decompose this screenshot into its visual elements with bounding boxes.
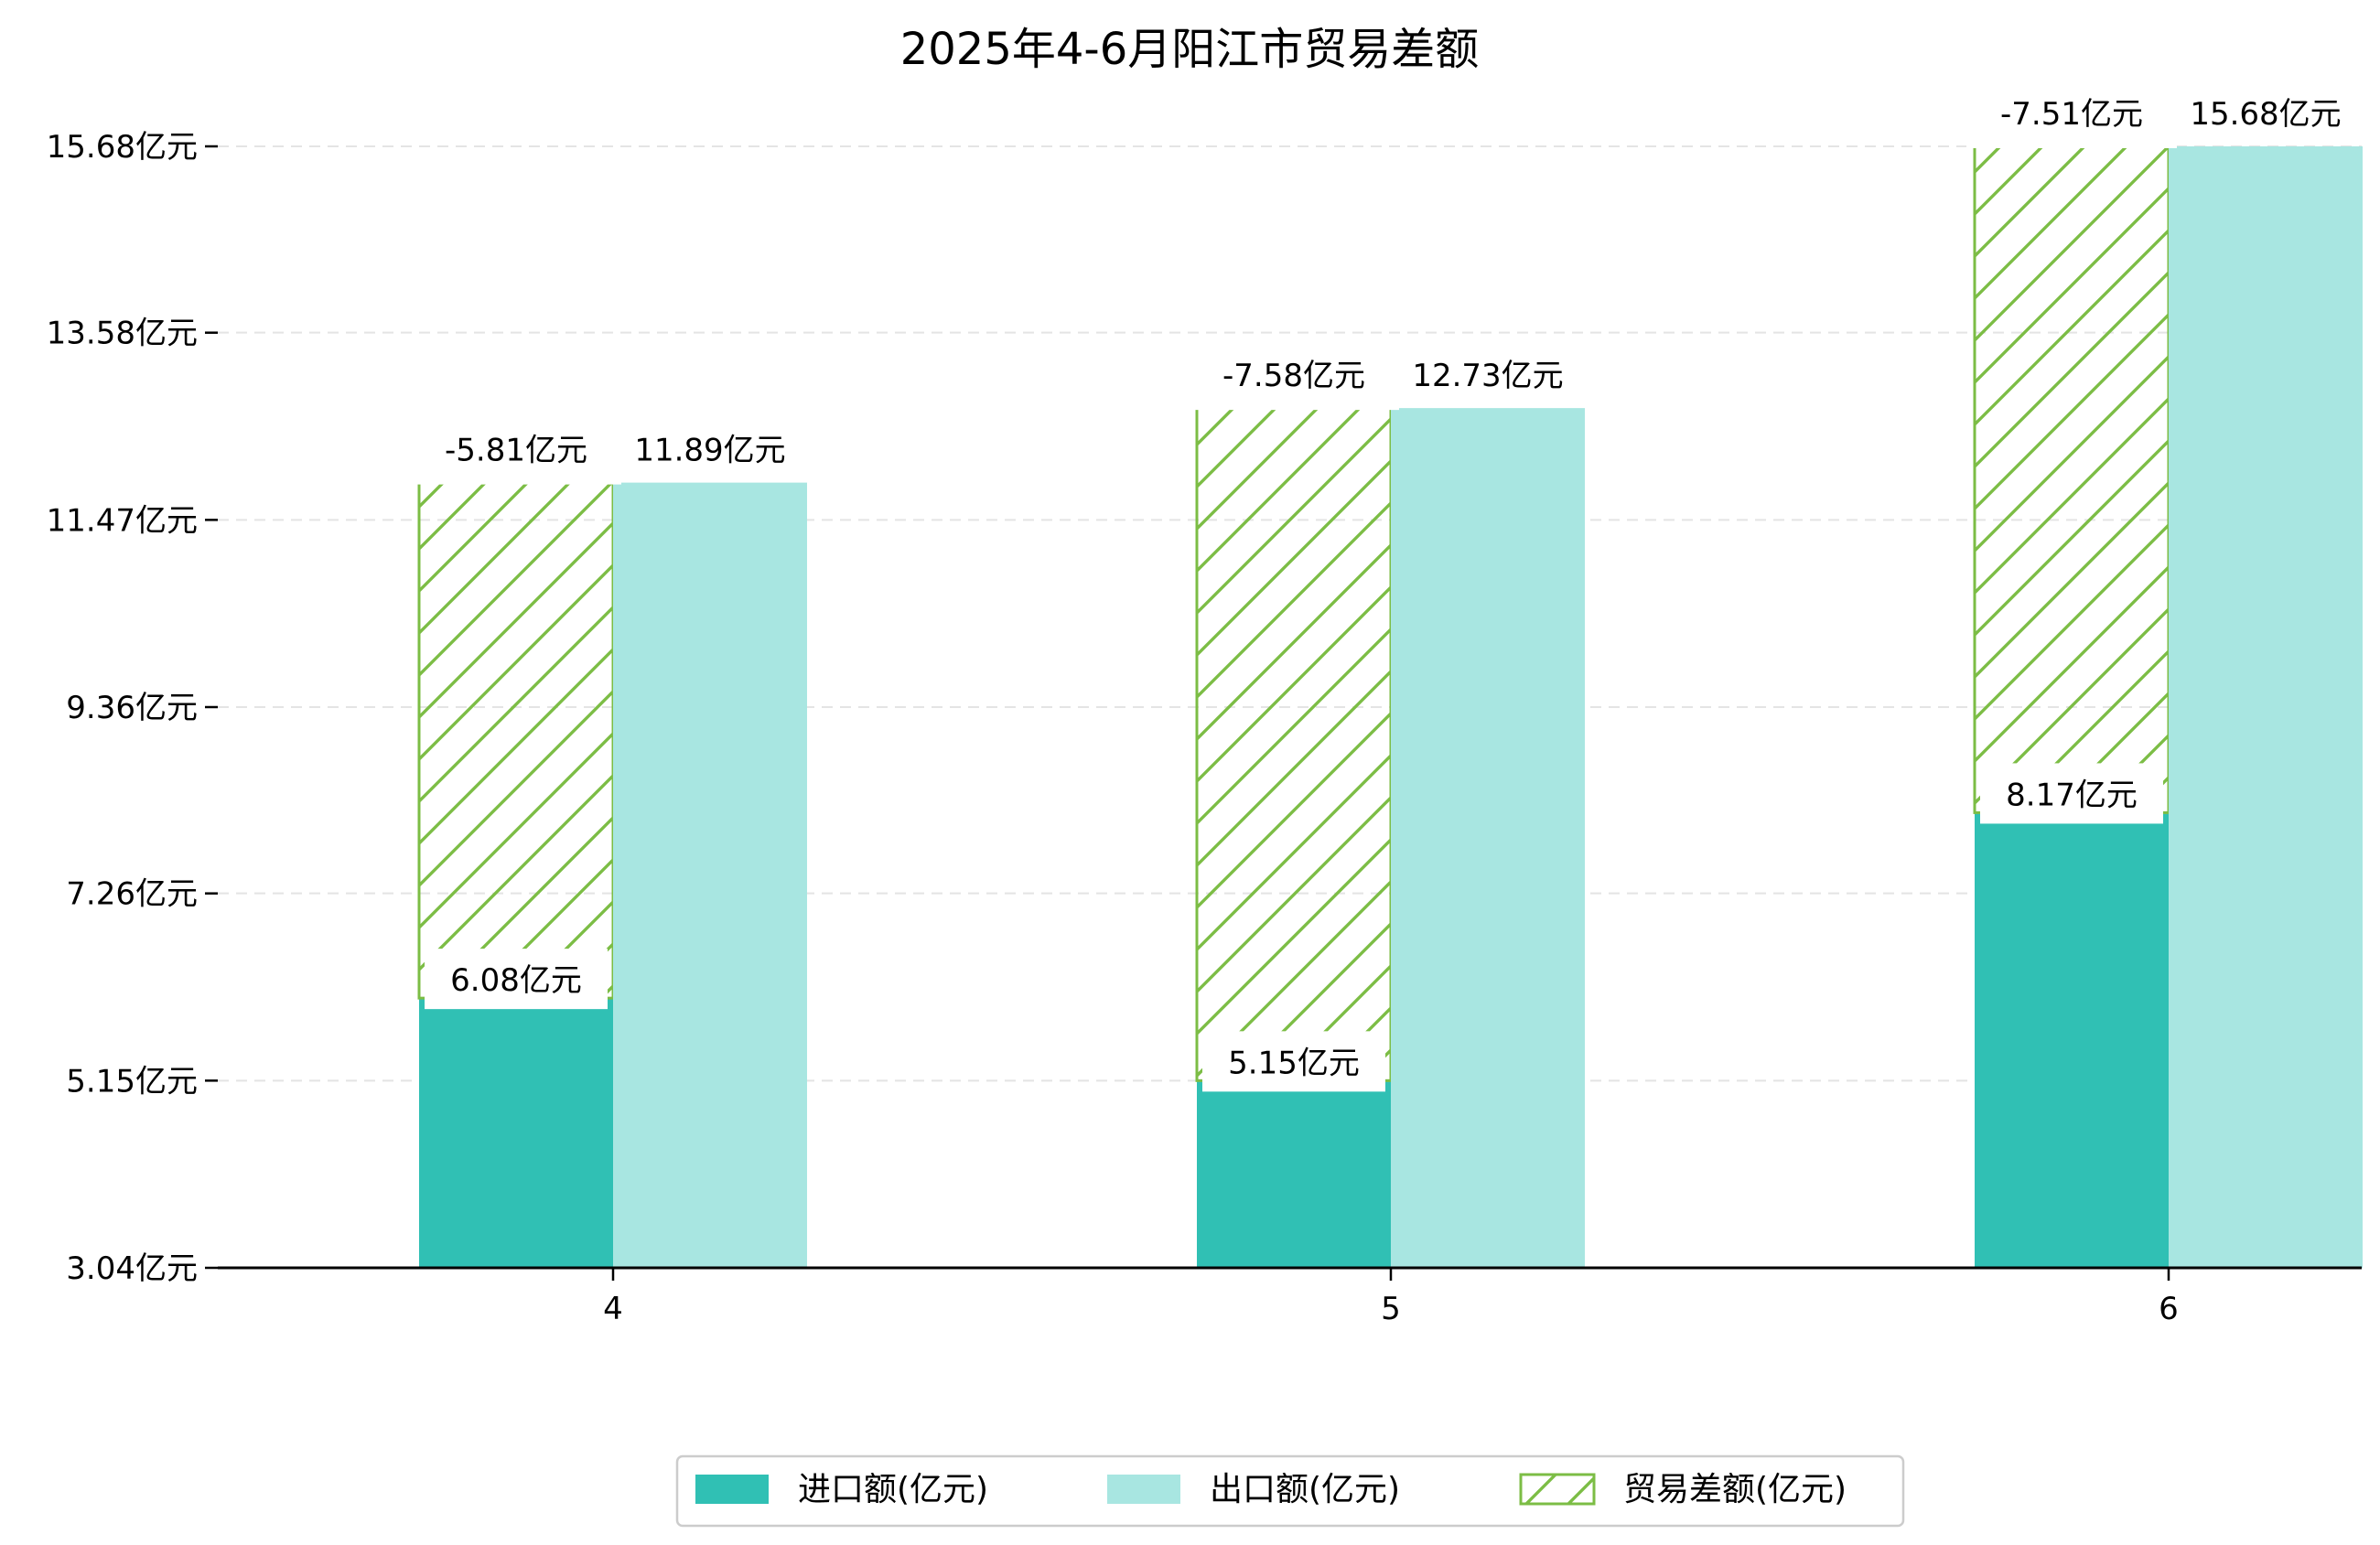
x-tick-label: 6 [2159,1291,2179,1327]
x-tick-label: 5 [1381,1291,1401,1327]
bar-export [1391,408,1585,1268]
label-bg-balance [1966,91,2177,148]
bar-export [613,482,807,1268]
y-tick-label: 7.26亿元 [66,876,198,913]
legend-frame [675,1454,1905,1528]
bar-balance [417,481,615,1000]
bar-import [1975,812,2169,1268]
bar-group [417,145,2363,1268]
legend-label-export: 出口额(亿元) [1210,1471,1400,1508]
y-tick-label: 15.68亿元 [47,129,198,166]
data-labels: 6.08亿元 -5.81亿元 11.89亿元 5.15亿元 -7.58亿元 12.73亿元… [411,91,2342,1092]
legend-label-import: 进口额(亿元) [798,1471,988,1508]
data-label-balance: -5.81亿元 [445,433,587,469]
legend-label-balance: 贸易差额(亿元) [1623,1471,1847,1508]
data-label-import: 5.15亿元 [1228,1045,1360,1081]
bar-import [419,998,613,1268]
data-label-import: 6.08亿元 [450,962,582,999]
label-bg-import [1980,763,2163,824]
y-tick-label: 13.58亿元 [47,316,198,352]
y-tick-label: 3.04亿元 [66,1250,198,1287]
bar-import [1197,1080,1391,1268]
y-tick-label: 11.47亿元 [47,502,198,539]
bar-export [2169,146,2363,1268]
y-tick-label: 9.36亿元 [66,690,198,726]
data-label-export: 11.89亿元 [634,433,785,469]
data-label-balance: -7.58亿元 [1222,358,1365,394]
data-label-import: 8.17亿元 [2006,777,2138,813]
label-bg-balance [1189,353,1399,411]
legend-swatch-import [695,1475,769,1504]
data-label-balance: -7.51亿元 [2000,96,2143,133]
x-tick-label: 4 [603,1291,623,1327]
bar-balance [1195,406,1393,1082]
label-bg-import [1202,1031,1385,1092]
axes: 3.04亿元 5.15亿元 7.26亿元 9.36亿元 11.47亿元 13.58亿元 15… [47,129,2362,1327]
bar-balance [1973,145,2170,814]
legend-swatch-export [1107,1475,1180,1504]
label-bg-balance [411,427,621,485]
legend-swatch-balance [1519,1473,1596,1506]
chart-title: 2025年4-6月阳江市贸易差额 [900,24,1480,75]
label-bg-import [425,949,608,1010]
y-tick-label: 5.15亿元 [66,1063,198,1100]
data-label-export: 12.73亿元 [1412,358,1563,394]
legend: 进口额(亿元) 出口额(亿元) 贸易差额(亿元) [675,1454,1905,1528]
data-label-export: 15.68亿元 [2190,96,2341,133]
